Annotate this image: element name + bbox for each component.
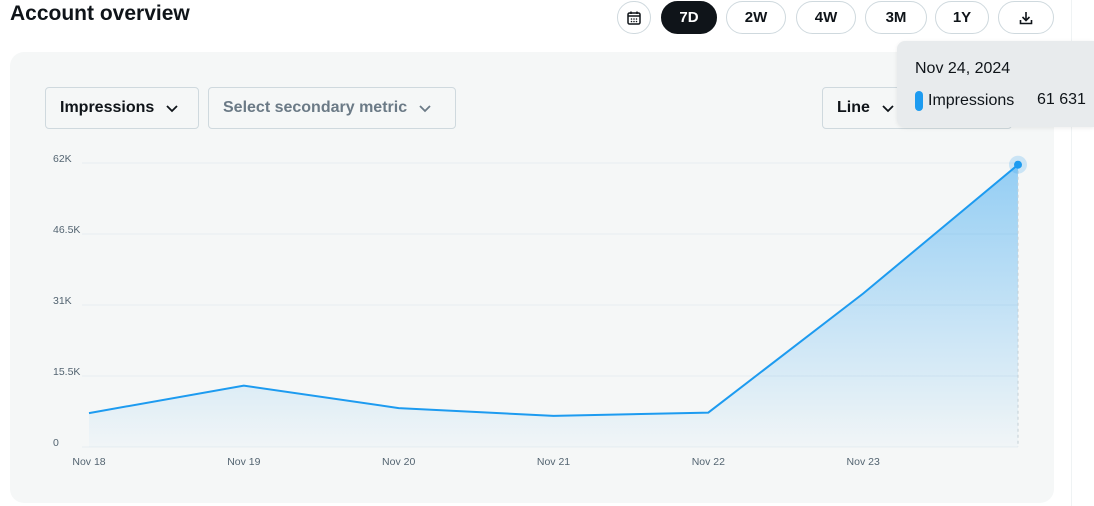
y-tick-label: 31K <box>53 295 72 307</box>
x-tick-label: Nov 20 <box>382 456 415 468</box>
secondary-metric-dropdown[interactable]: Select secondary metric <box>208 87 456 129</box>
secondary-metric-placeholder: Select secondary metric <box>223 99 408 116</box>
calendar-icon <box>627 11 641 25</box>
range-4w-button[interactable]: 4W <box>796 1 856 34</box>
tooltip-date: Nov 24, 2024 <box>915 60 1011 77</box>
y-tick-label: 0 <box>53 437 59 449</box>
tooltip-value: 61 631 <box>1037 91 1086 108</box>
chevron-down-icon <box>166 105 178 113</box>
chart-tooltip: Nov 24, 2024 Impressions 61 631 <box>897 41 1094 127</box>
x-tick-label: Nov 18 <box>72 456 105 468</box>
primary-metric-label: Impressions <box>60 99 155 116</box>
x-tick-label: Nov 22 <box>692 456 725 468</box>
impressions-line <box>88 163 1019 417</box>
x-tick-label: Nov 19 <box>227 456 260 468</box>
impressions-area <box>89 164 1018 447</box>
chart-type-label: Line <box>837 99 870 116</box>
page-divider <box>1071 0 1072 506</box>
y-tick-label: 15.5K <box>53 366 80 378</box>
chevron-down-icon <box>419 105 431 113</box>
chevron-down-icon <box>882 105 894 113</box>
range-3m-button[interactable]: 3M <box>865 1 927 34</box>
x-tick-label: Nov 23 <box>847 456 880 468</box>
series-swatch <box>915 91 923 111</box>
download-button[interactable] <box>998 1 1054 34</box>
page-title: Account overview <box>10 2 190 25</box>
tooltip-series: Impressions <box>915 91 1014 111</box>
download-icon <box>1019 11 1033 24</box>
range-7d-button[interactable]: 7D <box>661 1 717 34</box>
y-tick-label: 46.5K <box>53 224 80 236</box>
x-tick-label: Nov 21 <box>537 456 570 468</box>
tooltip-series-name: Impressions <box>928 92 1015 109</box>
range-1y-button[interactable]: 1Y <box>935 1 989 34</box>
range-2w-button[interactable]: 2W <box>726 1 786 34</box>
calendar-button[interactable] <box>617 1 651 34</box>
hover-point <box>1014 160 1022 169</box>
y-tick-label: 62K <box>53 153 72 165</box>
primary-metric-dropdown[interactable]: Impressions <box>45 87 199 129</box>
